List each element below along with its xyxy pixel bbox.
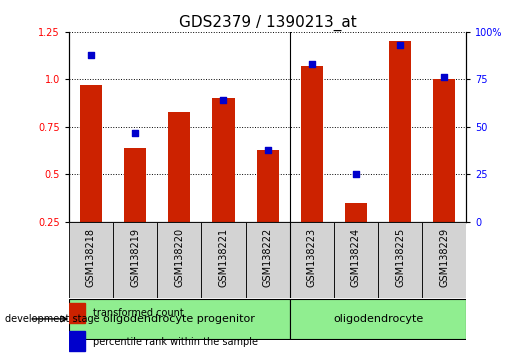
Bar bbox=[434, 79, 455, 222]
Point bbox=[263, 147, 272, 153]
Bar bbox=[124, 148, 146, 222]
Text: GSM138220: GSM138220 bbox=[174, 228, 184, 287]
Point bbox=[175, 22, 183, 27]
Text: transformed count: transformed count bbox=[93, 308, 183, 318]
Bar bbox=[168, 112, 190, 222]
Bar bbox=[389, 41, 411, 222]
Bar bbox=[80, 85, 102, 222]
Bar bbox=[422, 222, 466, 298]
Point bbox=[307, 61, 316, 67]
Text: GSM138229: GSM138229 bbox=[439, 228, 449, 287]
Bar bbox=[213, 98, 234, 222]
Point bbox=[352, 172, 360, 177]
Point bbox=[219, 97, 228, 103]
Text: GSM138223: GSM138223 bbox=[307, 228, 317, 287]
Title: GDS2379 / 1390213_at: GDS2379 / 1390213_at bbox=[179, 14, 357, 30]
Bar bbox=[69, 331, 85, 351]
Point bbox=[131, 130, 139, 136]
Text: GSM138225: GSM138225 bbox=[395, 228, 405, 287]
Bar bbox=[69, 222, 113, 298]
Bar bbox=[301, 66, 323, 222]
Bar bbox=[378, 222, 422, 298]
Text: percentile rank within the sample: percentile rank within the sample bbox=[93, 337, 258, 347]
Bar bbox=[157, 222, 201, 298]
Text: development stage: development stage bbox=[5, 314, 100, 324]
Point bbox=[440, 75, 448, 80]
Bar bbox=[334, 222, 378, 298]
Text: GSM138219: GSM138219 bbox=[130, 228, 140, 287]
Bar bbox=[69, 303, 85, 323]
Bar bbox=[245, 222, 290, 298]
Text: GSM138218: GSM138218 bbox=[86, 228, 96, 287]
Bar bbox=[290, 222, 334, 298]
Text: oligodendrocyte progenitor: oligodendrocyte progenitor bbox=[103, 314, 255, 324]
Bar bbox=[113, 222, 157, 298]
Bar bbox=[201, 222, 245, 298]
Point bbox=[396, 42, 404, 48]
Point bbox=[87, 52, 95, 57]
Text: oligodendrocyte: oligodendrocyte bbox=[333, 314, 423, 324]
Bar bbox=[69, 299, 290, 339]
Bar bbox=[345, 203, 367, 222]
Bar bbox=[257, 150, 279, 222]
Bar bbox=[290, 299, 466, 339]
Text: GSM138221: GSM138221 bbox=[218, 228, 228, 287]
Text: GSM138224: GSM138224 bbox=[351, 228, 361, 287]
Text: GSM138222: GSM138222 bbox=[263, 228, 272, 287]
